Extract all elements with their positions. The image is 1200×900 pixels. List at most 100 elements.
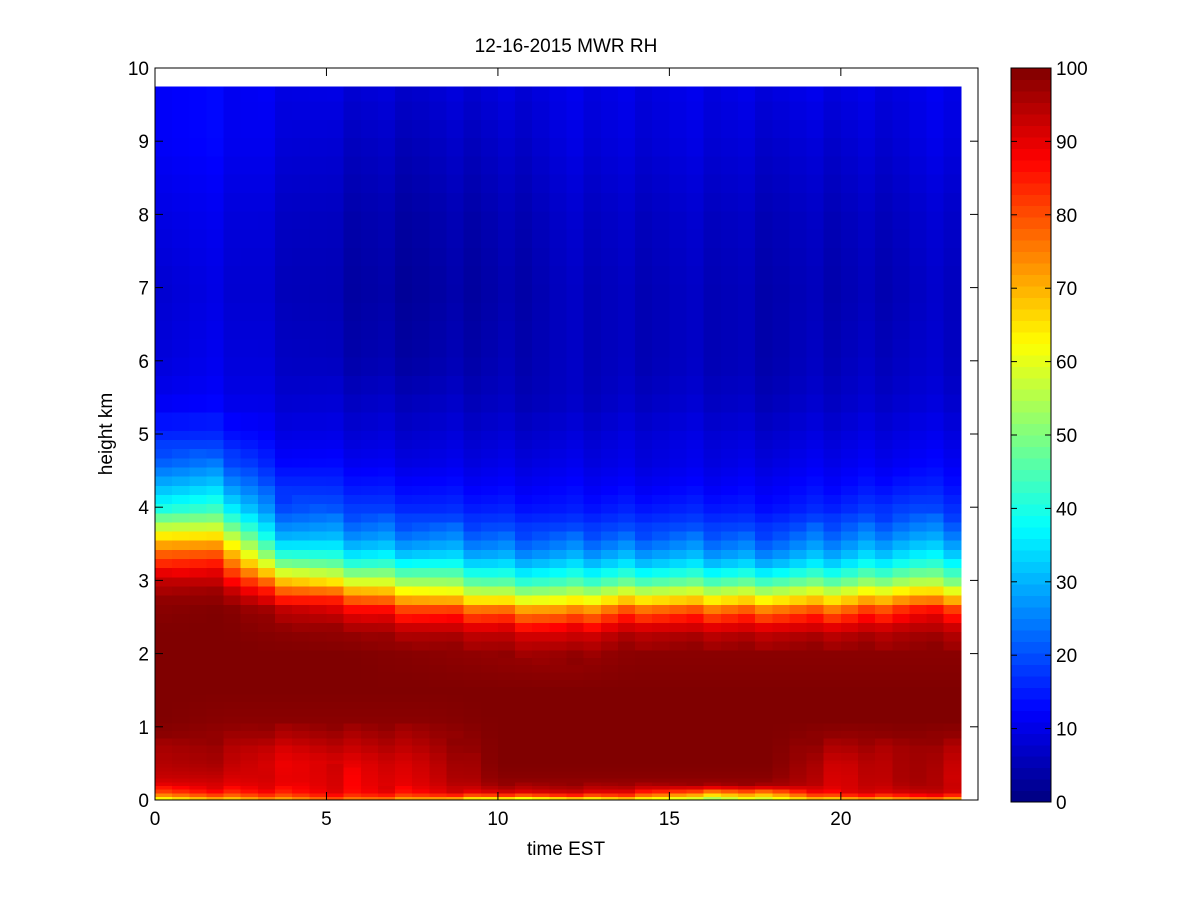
heatmap-cell bbox=[549, 613, 568, 624]
heatmap-cell bbox=[566, 247, 585, 267]
heatmap-cell bbox=[926, 785, 945, 790]
heatmap-cell bbox=[737, 770, 756, 775]
heatmap-cell bbox=[480, 640, 499, 651]
y-axis-label: height km bbox=[96, 393, 117, 475]
heatmap-cell bbox=[172, 439, 190, 450]
heatmap-cell bbox=[583, 693, 602, 702]
heatmap-cell bbox=[292, 792, 310, 797]
heatmap-cell bbox=[635, 671, 653, 680]
heatmap-cell bbox=[943, 430, 962, 441]
heatmap-cell bbox=[823, 283, 842, 303]
heatmap-cell bbox=[892, 649, 911, 658]
heatmap-cell bbox=[549, 715, 568, 724]
heatmap-cell bbox=[909, 283, 928, 303]
heatmap-cell bbox=[275, 686, 293, 695]
heatmap-cell bbox=[412, 778, 430, 783]
heatmap-cell bbox=[223, 283, 242, 303]
y-tick-label: 2 bbox=[138, 645, 149, 666]
heatmap-cell bbox=[326, 745, 345, 754]
heatmap-cell bbox=[395, 622, 413, 633]
heatmap-cell bbox=[515, 737, 533, 746]
heatmap-cell bbox=[583, 86, 602, 102]
heatmap-cell bbox=[652, 393, 670, 413]
heatmap-cell bbox=[806, 338, 825, 358]
heatmap-cell bbox=[720, 708, 739, 717]
colorbar-band bbox=[1011, 159, 1051, 172]
heatmap-cell bbox=[617, 585, 636, 596]
heatmap-cell bbox=[617, 375, 636, 395]
heatmap-cell bbox=[360, 393, 379, 413]
heatmap-cell bbox=[497, 448, 516, 459]
heatmap-cell bbox=[395, 430, 413, 441]
heatmap-cell bbox=[875, 604, 893, 614]
heatmap-cell bbox=[926, 737, 945, 746]
heatmap-cell bbox=[429, 320, 448, 340]
heatmap-cell bbox=[566, 595, 585, 605]
heatmap-cell bbox=[257, 265, 276, 285]
heatmap-cell bbox=[737, 671, 756, 680]
heatmap-cell bbox=[669, 521, 688, 532]
heatmap-cell bbox=[857, 357, 876, 377]
heatmap-cell bbox=[600, 320, 619, 340]
heatmap-cell bbox=[257, 781, 276, 786]
heatmap-cell bbox=[720, 640, 739, 651]
heatmap-cell bbox=[292, 781, 310, 786]
heatmap-cell bbox=[789, 774, 808, 779]
heatmap-cell bbox=[223, 737, 242, 746]
heatmap-cell bbox=[549, 174, 568, 194]
heatmap-cell bbox=[755, 320, 773, 340]
heatmap-cell bbox=[532, 192, 550, 212]
heatmap-cell bbox=[840, 796, 859, 801]
heatmap-cell bbox=[412, 338, 430, 358]
colorbar-band bbox=[1011, 240, 1051, 253]
heatmap-cell bbox=[429, 512, 448, 523]
heatmap-cell bbox=[720, 448, 739, 459]
heatmap-cell bbox=[823, 730, 842, 739]
heatmap-cell bbox=[497, 338, 516, 358]
heatmap-cell bbox=[497, 723, 516, 732]
heatmap-cell bbox=[892, 155, 911, 175]
heatmap-cell bbox=[806, 792, 825, 797]
heatmap-cell bbox=[840, 701, 859, 710]
heatmap-cell bbox=[497, 494, 516, 505]
heatmap-cell bbox=[600, 622, 619, 633]
heatmap-cell bbox=[377, 247, 396, 267]
heatmap-cell bbox=[515, 752, 533, 761]
heatmap-cell bbox=[857, 576, 876, 587]
heatmap-cell bbox=[703, 503, 722, 514]
heatmap-cell bbox=[549, 567, 568, 578]
heatmap-cell bbox=[497, 737, 516, 746]
heatmap-cell bbox=[377, 174, 396, 194]
heatmap-cell bbox=[857, 595, 876, 605]
heatmap-cell bbox=[617, 631, 636, 642]
heatmap-cell bbox=[189, 613, 208, 624]
heatmap-cell bbox=[429, 302, 448, 322]
heatmap-cell bbox=[463, 393, 482, 413]
heatmap-cell bbox=[549, 649, 568, 658]
heatmap-cell bbox=[309, 657, 328, 666]
heatmap-cell bbox=[343, 494, 362, 505]
heatmap-cell bbox=[172, 664, 190, 673]
heatmap-cell bbox=[326, 283, 345, 303]
heatmap-cell bbox=[600, 796, 619, 801]
heatmap-cell bbox=[566, 466, 585, 477]
heatmap-cell bbox=[875, 613, 893, 624]
heatmap-cell bbox=[360, 701, 379, 710]
heatmap-cell bbox=[669, 781, 688, 786]
heatmap-cell bbox=[703, 664, 722, 673]
heatmap-cell bbox=[892, 701, 911, 710]
heatmap-cell bbox=[686, 715, 705, 724]
heatmap-cell bbox=[257, 657, 276, 666]
heatmap-cell bbox=[926, 640, 945, 651]
heatmap-cell bbox=[377, 357, 396, 377]
heatmap-cell bbox=[875, 649, 893, 658]
colorbar-band bbox=[1011, 113, 1051, 126]
heatmap-cell bbox=[429, 430, 448, 441]
heatmap-cell bbox=[360, 595, 379, 605]
colorbar-band bbox=[1011, 526, 1051, 539]
x-tick-label: 5 bbox=[321, 809, 332, 830]
heatmap-cell bbox=[223, 521, 242, 532]
heatmap-cell bbox=[600, 86, 619, 102]
heatmap-cell bbox=[360, 430, 379, 441]
heatmap-cell bbox=[566, 119, 585, 139]
